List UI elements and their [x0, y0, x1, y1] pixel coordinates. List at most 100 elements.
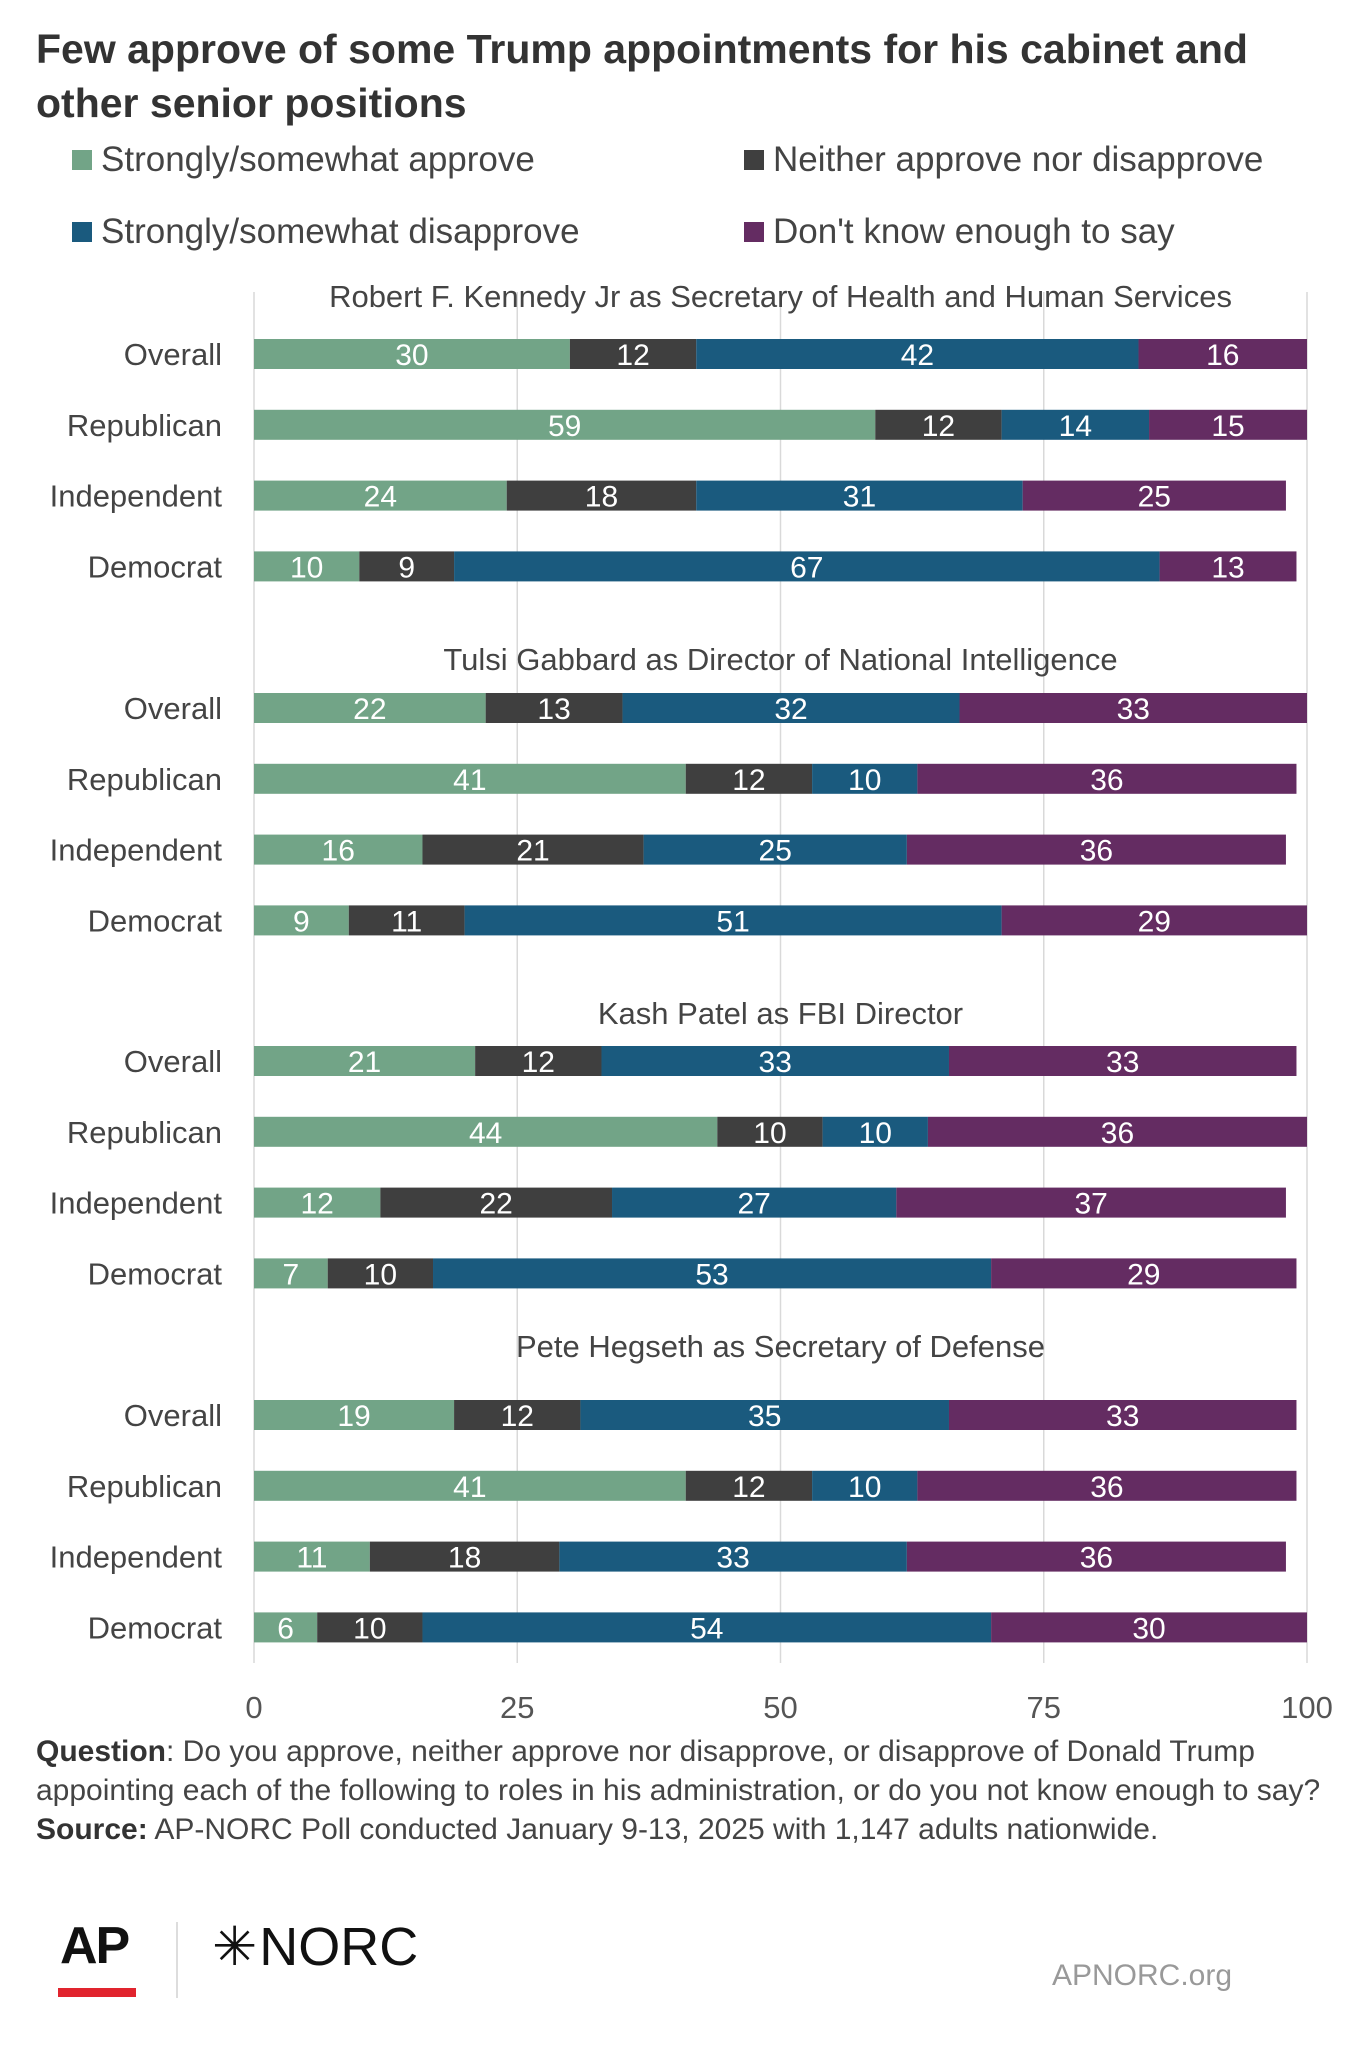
bar-segment-approve	[254, 551, 360, 582]
ap-logo: AP	[60, 1917, 130, 1975]
bar-segment-neither	[506, 480, 697, 511]
data-label: 12	[501, 1400, 534, 1433]
data-label: 54	[690, 1612, 723, 1645]
source-note: Source: AP-NORC Poll conducted January 9…	[36, 1810, 1326, 1849]
data-label: 35	[748, 1400, 781, 1433]
data-label: 36	[1080, 835, 1113, 868]
data-label: 21	[348, 1046, 381, 1079]
x-tick-label: 0	[245, 1690, 262, 1720]
data-label: 16	[1206, 339, 1239, 372]
group-title: Pete Hegseth as Secretary of Defense	[516, 1329, 1045, 1364]
bar-segment-dont-know	[1022, 480, 1286, 511]
norc-star-icon: ✳	[212, 1917, 258, 1977]
data-label: 44	[469, 1117, 502, 1150]
legend-swatch-disapprove	[72, 222, 92, 242]
data-label: 12	[732, 764, 765, 797]
category-label: Democrat	[88, 1256, 223, 1291]
x-tick-label: 75	[1027, 1690, 1061, 1720]
x-tick-label: 100	[1281, 1690, 1333, 1720]
category-label: Republican	[67, 1469, 222, 1504]
bar-segment-dont-know	[896, 1187, 1286, 1218]
bar-segment-approve	[254, 763, 686, 794]
gridlines	[253, 292, 1308, 1663]
data-label: 6	[277, 1612, 294, 1645]
data-label: 25	[1138, 481, 1171, 514]
data-label: 12	[922, 410, 955, 443]
bar-segment-dont-know	[1138, 339, 1307, 369]
data-label: 10	[353, 1612, 386, 1645]
data-label: 33	[716, 1542, 749, 1575]
bar-segment-neither	[422, 834, 644, 865]
bar-segment-approve	[254, 1187, 381, 1218]
category-label: Democrat	[88, 1610, 223, 1645]
bar-segment-neither	[380, 1187, 613, 1218]
bar-segment-neither	[875, 409, 1002, 440]
legend-label-neither: Neither approve nor disapprove	[773, 140, 1264, 179]
bar-segment-approve	[254, 339, 570, 369]
data-label: 18	[448, 1542, 481, 1575]
site-link[interactable]: APNORC.org	[1052, 1959, 1233, 1992]
question-text: : Do you approve, neither approve nor di…	[36, 1735, 1321, 1807]
bar-segment-disapprove	[464, 905, 1002, 936]
x-axis: 0 25 50 75 100	[245, 1690, 1332, 1720]
bar-segment-disapprove	[1001, 409, 1150, 440]
bar-segment-neither	[685, 763, 813, 794]
norc-logo: ✳NORC	[212, 1917, 418, 1977]
data-label: 22	[353, 693, 386, 726]
data-label: 33	[1106, 1046, 1139, 1079]
bar-segment-dont-know	[991, 1612, 1307, 1643]
bar-segment-dont-know	[917, 1470, 1297, 1501]
bar-segment-disapprove	[812, 763, 918, 794]
bar-segment-approve	[254, 1116, 718, 1147]
legend-label-disapprove: Strongly/somewhat disapprove	[101, 212, 580, 251]
data-label: 36	[1090, 1471, 1123, 1504]
data-label: 11	[391, 905, 422, 938]
x-tick-label: 25	[500, 1690, 534, 1720]
legend-item-disapprove: Strongly/somewhat disapprove	[72, 210, 580, 254]
bar-segment-approve	[254, 409, 876, 440]
bar-segment-approve	[254, 905, 349, 936]
data-label: 33	[1117, 693, 1150, 726]
legend-swatch-neither	[744, 150, 764, 170]
bar-segment-approve	[254, 1612, 318, 1643]
bar-segment-approve	[254, 693, 486, 723]
bar-segment-disapprove	[822, 1116, 928, 1147]
data-label: 10	[364, 1258, 397, 1291]
data-label: 24	[364, 481, 397, 514]
data-label: 67	[790, 551, 823, 584]
bar-segment-disapprove	[696, 480, 1023, 511]
data-label: 10	[859, 1117, 892, 1150]
data-label: 31	[843, 481, 876, 514]
data-label: 7	[283, 1258, 300, 1291]
data-label: 41	[453, 1471, 486, 1504]
data-label: 9	[398, 551, 415, 584]
bar-segment-neither	[685, 1470, 813, 1501]
data-label: 12	[616, 339, 649, 372]
footnote: Question: Do you approve, neither approv…	[36, 1732, 1326, 1849]
bar-segment-neither	[348, 905, 465, 936]
data-label: 10	[290, 551, 323, 584]
category-label: Overall	[124, 1398, 222, 1433]
data-label: 15	[1211, 410, 1244, 443]
data-label: 18	[585, 481, 618, 514]
data-label: 36	[1090, 764, 1123, 797]
legend-label-approve: Strongly/somewhat approve	[101, 140, 535, 179]
source-label: Source:	[36, 1813, 148, 1846]
bar-segment-dont-know	[959, 693, 1307, 723]
data-label: 9	[293, 905, 310, 938]
data-label: 59	[548, 410, 581, 443]
group-title: Kash Patel as FBI Director	[598, 996, 963, 1031]
bar-segment-approve	[254, 1258, 328, 1289]
legend-label-dont-know: Don't know enough to say	[773, 212, 1175, 251]
category-label: Democrat	[88, 549, 223, 584]
data-label: 10	[753, 1117, 786, 1150]
data-label: 30	[1132, 1612, 1165, 1645]
data-label: 36	[1080, 1542, 1113, 1575]
category-label: Republican	[67, 408, 222, 443]
legend-swatch-approve	[72, 150, 92, 170]
data-label: 53	[695, 1258, 728, 1291]
data-label: 29	[1127, 1258, 1160, 1291]
stacked-bar-chart: Robert F. Kennedy Jr as Secretary of Hea…	[50, 279, 1333, 1720]
legend-swatch-dont-know	[744, 222, 764, 242]
category-label: Overall	[124, 691, 222, 726]
